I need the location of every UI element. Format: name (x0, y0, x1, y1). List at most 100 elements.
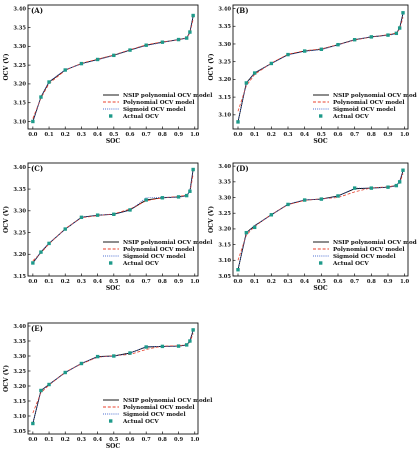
x-tick-label: 0.5 (109, 132, 118, 138)
legend-entry: Polynomial OCV model (123, 247, 195, 253)
actual-ocv-point (31, 261, 35, 265)
x-tick-label: 0.9 (174, 279, 183, 285)
actual-ocv-point (112, 212, 116, 216)
y-tick-label: 3.20 (218, 77, 231, 83)
actual-ocv-point (319, 197, 324, 201)
panel-e: 0.0 0.1 0.2 0.3 0.4 0.5 0.6 0.7 0.8 0.9 1.0 3.05 3.1… (3, 322, 212, 450)
x-tick-label: 0.7 (350, 279, 359, 285)
actual-ocv-point (244, 230, 249, 235)
x-tick-label: 0.9 (174, 132, 183, 138)
y-tick-label: 3.25 (13, 230, 26, 236)
actual-ocv-point (63, 227, 67, 231)
legend-marker (109, 114, 113, 118)
legend-marker (319, 114, 323, 118)
x-tick-label: 0.1 (250, 132, 259, 138)
x-tick-label: 0.2 (61, 437, 70, 443)
y-tick-label: 3.10 (218, 113, 231, 119)
x-tick-label: 0.0 (28, 132, 37, 138)
y-tick-label: 3.30 (218, 42, 231, 48)
legend-entry: NSIP polynomial OCV model (123, 240, 212, 246)
y-tick-label: 3.05 (13, 429, 26, 435)
x-tick-label: 0.4 (93, 132, 102, 138)
actual-ocv-point (386, 185, 390, 189)
x-tick-label: 0.3 (283, 279, 292, 285)
x-tick-label: 0.7 (350, 132, 359, 138)
y-tick-label: 3.25 (13, 369, 26, 375)
y-tick-label: 3.30 (13, 354, 26, 360)
actual-ocv-point (128, 48, 132, 52)
y-tick-label: 3.05 (218, 274, 231, 280)
legend-entry: Actual OCV (122, 114, 159, 120)
actual-ocv-point (63, 68, 67, 72)
actual-ocv-point (336, 42, 340, 47)
actual-ocv-point (286, 52, 290, 57)
actual-ocv-point (95, 213, 100, 217)
actual-ocv-point (244, 81, 249, 85)
y-tick-label: 3.40 (13, 324, 26, 330)
y-tick-label: 3.20 (13, 384, 26, 390)
actual-ocv-point (319, 47, 324, 51)
y-tick-label: 3.25 (218, 211, 231, 217)
actual-ocv-point (394, 183, 399, 188)
actual-ocv-point (269, 213, 274, 217)
series-line-dotted (237, 13, 404, 122)
legend-entry: NSIP polynomial OCV model (123, 398, 212, 404)
actual-ocv-point (352, 186, 357, 190)
actual-ocv-point (39, 95, 43, 99)
actual-ocv-point (386, 33, 390, 37)
x-tick-label: 0.6 (333, 132, 342, 138)
x-tick-label: 0.0 (28, 437, 37, 443)
panel-b: 0.0 0.1 0.2 0.3 0.4 0.5 0.6 0.7 0.8 0.9 1.0 3.10 3.1… (208, 4, 417, 145)
x-tick-label: 0.2 (267, 279, 276, 285)
plot-frame (27, 322, 199, 435)
actual-ocv-point (128, 351, 132, 355)
panel-a: 0.0 0.1 0.2 0.3 0.4 0.5 0.6 0.7 0.8 0.9 1.0 3.10 3.1… (3, 4, 212, 145)
plot-frame (232, 4, 409, 130)
actual-ocv-point (160, 196, 165, 200)
actual-ocv-point (191, 328, 195, 332)
actual-ocv-point (39, 250, 43, 254)
legend-entry: Polynomial OCV model (333, 247, 405, 253)
x-tick-label: 0.6 (333, 279, 342, 285)
actual-ocv-point (188, 30, 192, 34)
legend-entry: Actual OCV (332, 261, 369, 267)
x-tick-label: 0.6 (125, 132, 134, 138)
y-tick-label: 3.10 (218, 258, 231, 264)
actual-ocv-point (47, 80, 51, 84)
y-tick-label: 3.20 (218, 227, 231, 233)
actual-ocv-point (176, 195, 181, 199)
panel-label: (D) (236, 164, 249, 173)
x-axis-label: SOC (313, 285, 328, 292)
series-line-dotted (32, 330, 194, 423)
x-tick-label: 0.5 (109, 437, 118, 443)
x-axis-label: SOC (106, 285, 121, 292)
x-tick-label: 0.7 (142, 437, 151, 443)
actual-ocv-point (79, 361, 84, 366)
y-tick-label: 3.35 (13, 187, 26, 193)
x-tick-label: 0.5 (317, 279, 326, 285)
x-tick-label: 0.6 (125, 279, 134, 285)
legend-entry: NSIP polynomial OCV model (123, 93, 212, 99)
actual-ocv-point (236, 268, 240, 272)
x-tick-label: 0.4 (300, 132, 309, 138)
legend-entry: Polynomial OCV model (333, 100, 405, 106)
x-tick-label: 0.8 (158, 437, 167, 443)
legend-marker (109, 261, 113, 265)
actual-ocv-point (252, 225, 257, 230)
series-line-dashed (32, 174, 194, 262)
x-tick-label: 1.0 (190, 437, 199, 443)
actual-ocv-point (31, 119, 35, 124)
actual-ocv-point (184, 193, 189, 198)
actual-ocv-point (79, 215, 84, 220)
actual-ocv-point (286, 202, 290, 207)
actual-ocv-point (369, 186, 374, 190)
actual-ocv-point (79, 61, 84, 66)
x-tick-label: 0.0 (28, 279, 37, 285)
y-tick-label: 3.30 (13, 44, 26, 50)
actual-ocv-point (336, 194, 340, 198)
actual-ocv-point (144, 345, 148, 349)
x-tick-label: 0.0 (233, 132, 242, 138)
x-axis-label: SOC (106, 443, 121, 450)
actual-ocv-point (401, 168, 405, 172)
plot-frame (27, 162, 199, 277)
